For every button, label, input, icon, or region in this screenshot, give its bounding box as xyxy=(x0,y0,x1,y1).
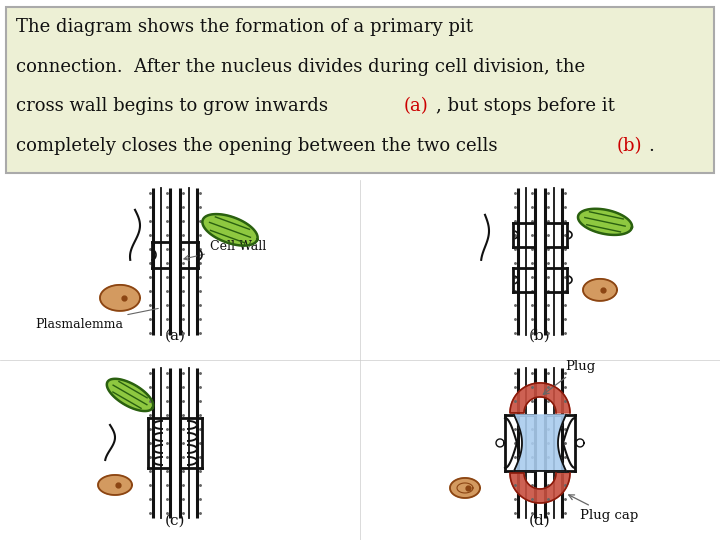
Text: Cell Wall: Cell Wall xyxy=(184,240,266,260)
Polygon shape xyxy=(98,475,132,495)
Text: The diagram shows the formation of a primary pit: The diagram shows the formation of a pri… xyxy=(16,18,473,36)
Polygon shape xyxy=(450,478,480,498)
Text: cross wall begins to grow inwards: cross wall begins to grow inwards xyxy=(16,97,333,115)
Polygon shape xyxy=(514,415,566,471)
Text: connection.  After the nucleus divides during cell division, the: connection. After the nucleus divides du… xyxy=(16,58,585,76)
Text: (b): (b) xyxy=(529,329,551,343)
Text: Plasmalemma: Plasmalemma xyxy=(35,308,158,331)
Text: completely closes the opening between the two cells: completely closes the opening between th… xyxy=(16,137,503,154)
Text: (a): (a) xyxy=(403,97,428,115)
Polygon shape xyxy=(578,209,632,235)
Polygon shape xyxy=(202,214,258,246)
Polygon shape xyxy=(583,279,617,301)
Text: cross wall begins to grow inwards (a),: cross wall begins to grow inwards (a), xyxy=(16,97,364,116)
Polygon shape xyxy=(510,473,570,503)
Text: (b): (b) xyxy=(616,137,642,154)
Text: , but stops before it: , but stops before it xyxy=(436,97,614,115)
Polygon shape xyxy=(107,379,153,411)
Text: Plug cap: Plug cap xyxy=(569,495,638,522)
Text: (a): (a) xyxy=(164,329,186,343)
Polygon shape xyxy=(510,383,570,413)
Text: (d): (d) xyxy=(529,514,551,528)
Text: .: . xyxy=(648,137,654,154)
Polygon shape xyxy=(100,285,140,311)
Text: Plug: Plug xyxy=(544,360,595,394)
Text: (c): (c) xyxy=(165,514,185,528)
